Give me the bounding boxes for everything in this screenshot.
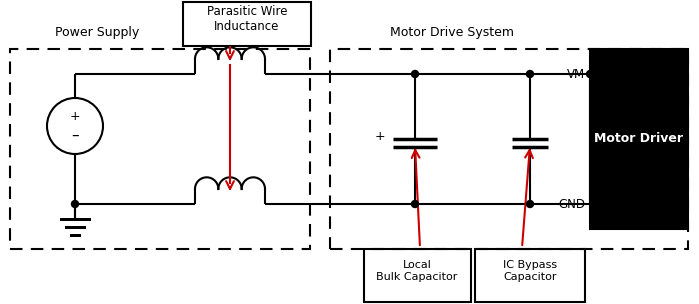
Text: +: + [375, 130, 385, 143]
Text: IC Bypass
Capacitor: IC Bypass Capacitor [503, 260, 557, 282]
Text: VM: VM [567, 67, 585, 81]
Text: Parasitic Wire
Inductance: Parasitic Wire Inductance [207, 5, 287, 33]
Circle shape [412, 71, 419, 78]
Circle shape [526, 71, 533, 78]
Text: –: – [71, 127, 79, 143]
Text: GND: GND [558, 198, 585, 210]
Circle shape [412, 201, 419, 208]
Circle shape [526, 201, 533, 208]
Text: +: + [70, 110, 80, 123]
Circle shape [71, 201, 78, 208]
Text: Power Supply: Power Supply [55, 26, 139, 39]
FancyBboxPatch shape [590, 49, 688, 229]
Text: Motor Drive System: Motor Drive System [390, 26, 514, 39]
Text: Local
Bulk Capacitor: Local Bulk Capacitor [376, 260, 458, 282]
Circle shape [586, 71, 593, 78]
Text: Motor Driver: Motor Driver [595, 133, 684, 146]
